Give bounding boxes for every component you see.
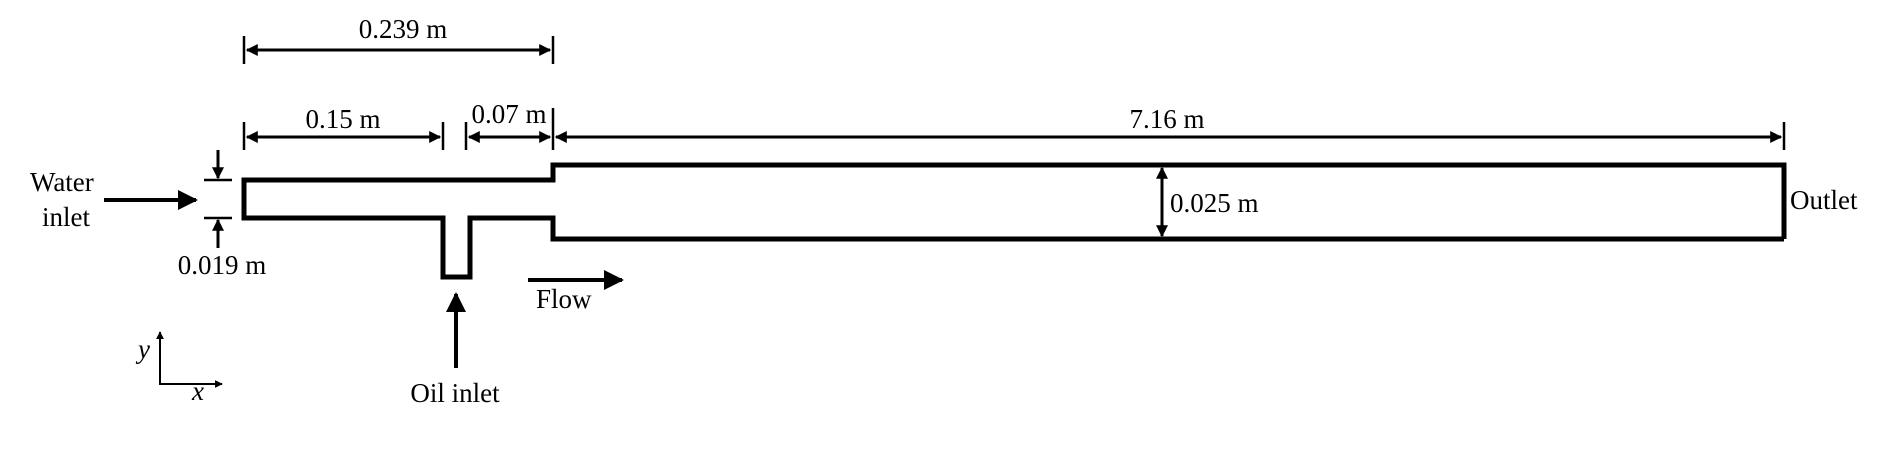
oil-inlet-label: Oil inlet (410, 378, 500, 408)
dim-main-label: 7.16 m (1129, 104, 1204, 134)
water-inlet-label-line1: Water (30, 167, 94, 197)
outlet-label: Outlet (1790, 185, 1858, 215)
pipe-bottom-wall (241, 180, 1784, 280)
axis-x-label: x (191, 376, 204, 406)
dim-oil-label: 0.07 m (471, 99, 546, 129)
dim-diameter-label: 0.025 m (1170, 188, 1259, 218)
dim-water-label: 0.15 m (305, 104, 380, 134)
pipe-top-wall (241, 162, 1787, 239)
dim-total-label: 0.239 m (359, 14, 448, 44)
dim-inlet-label: 0.019 m (178, 250, 267, 280)
axis-y-label: y (135, 334, 150, 364)
flow-label: Flow (536, 284, 592, 314)
water-inlet-label-line2: inlet (42, 202, 90, 232)
